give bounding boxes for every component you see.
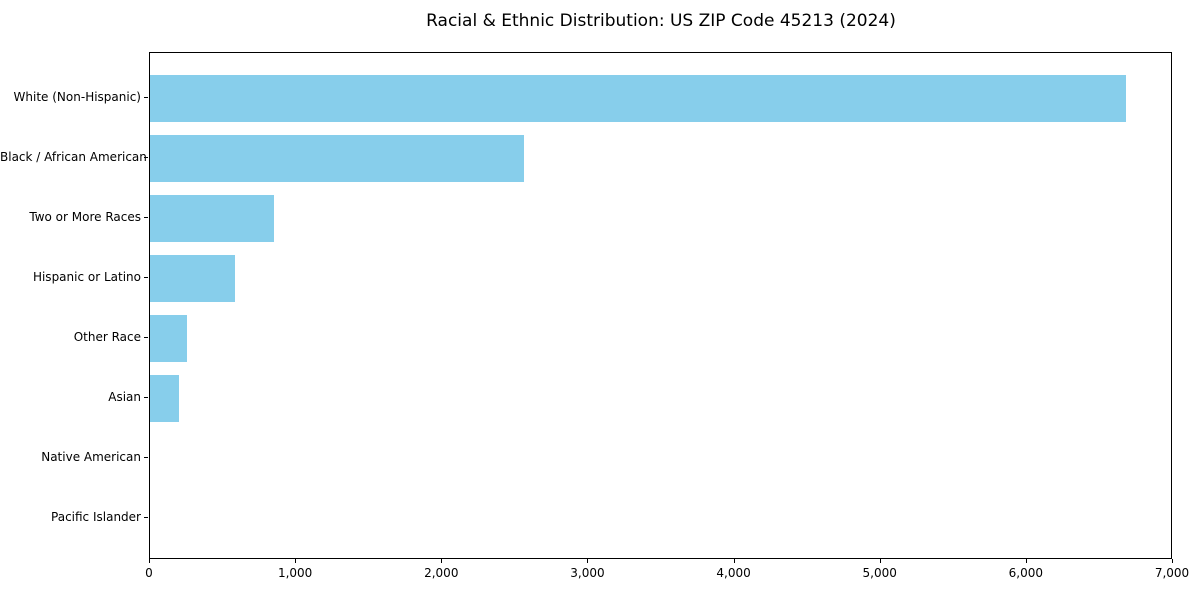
bar-hispanic-or-latino (150, 254, 236, 302)
y-tick-label-hispanic-or-latino: Hispanic or Latino (32, 270, 141, 284)
y-tick-label-asian: Asian (108, 390, 141, 404)
plot-area (149, 52, 1172, 559)
x-tick-mark (1025, 559, 1027, 563)
y-tick-mark (144, 157, 148, 158)
y-tick-label-pacific-islander: Pacific Islander (51, 510, 141, 524)
x-tick-label-3000: 3,000 (570, 566, 605, 580)
y-tick-mark (144, 97, 148, 98)
x-tick-mark (1172, 559, 1173, 563)
y-axis-labels: White (Non-Hispanic) Black / African Amer… (0, 52, 148, 559)
bar-other-race (150, 314, 188, 362)
x-tick-label-2000: 2,000 (424, 566, 459, 580)
x-tick-label-6000: 6,000 (1008, 566, 1044, 580)
y-tick-label-native-american: Native American (41, 450, 141, 464)
x-tick-label-1000: 1,000 (277, 566, 313, 580)
x-tick-mark (879, 559, 881, 563)
y-tick-mark (144, 457, 148, 458)
y-tick-label-black-african-american: Black / African American (0, 150, 147, 164)
x-tick-label-0: 0 (145, 566, 153, 580)
y-tick-mark (144, 217, 148, 218)
x-tick-mark (441, 559, 443, 563)
x-tick-label-4000: 4,000 (716, 566, 751, 580)
chart-title: Racial & Ethnic Distribution: US ZIP Cod… (426, 11, 896, 31)
bar-white-non-hispanic (150, 74, 1127, 122)
bar-two-or-more-races (150, 194, 275, 242)
y-tick-mark (144, 277, 148, 278)
x-tick-label-7000: 7,000 (1154, 566, 1190, 580)
x-tick-mark (295, 559, 297, 563)
y-tick-label-other-race: Other Race (73, 330, 141, 344)
y-tick-label-two-or-more-races: Two or More Races (29, 210, 141, 224)
y-tick-label-white-non-hispanic: White (Non-Hispanic) (13, 90, 141, 104)
bar-asian (150, 374, 180, 422)
x-tick-mark (149, 559, 150, 563)
x-tick-mark (733, 559, 735, 563)
x-tick-label-5000: 5,000 (862, 566, 897, 580)
y-tick-mark (144, 517, 148, 518)
x-axis: 0 1,000 2,000 3,000 4,000 5,000 6,000 7,000 (145, 558, 1189, 588)
x-tick-mark (587, 559, 589, 563)
y-tick-mark (144, 397, 148, 398)
bar-black-african-american (150, 134, 525, 182)
y-tick-mark (144, 337, 148, 338)
